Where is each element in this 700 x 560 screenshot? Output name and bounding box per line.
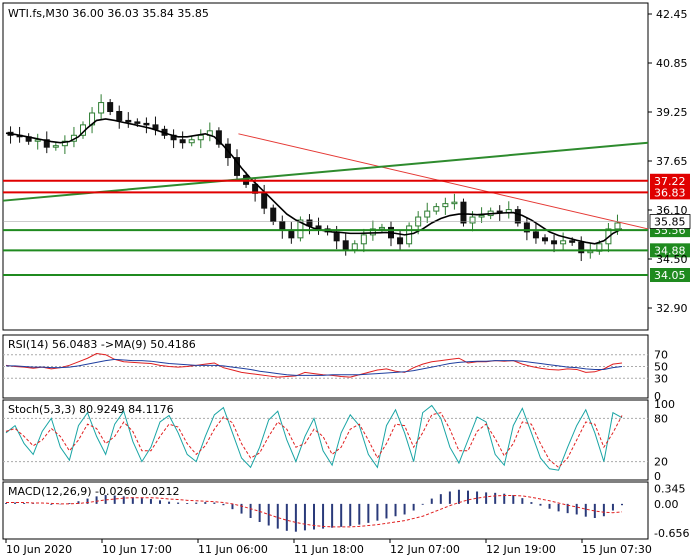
time-axis-label: 12 Jun 19:00 (486, 543, 556, 556)
candle-body (98, 102, 105, 114)
candle-body (261, 192, 268, 209)
time-axis-label: 11 Jun 18:00 (294, 543, 364, 556)
candle-body (442, 203, 449, 208)
time-axis-label: 11 Jun 06:00 (198, 543, 268, 556)
macd-axis-label: 0.00 (654, 498, 679, 511)
candle-body (460, 201, 467, 224)
candle-body (34, 139, 41, 142)
last-price-badge (649, 214, 691, 229)
rsi-line (5, 353, 623, 378)
macd-title: MACD(12,26,9) -0.0260 0.0212 (8, 485, 179, 498)
stoch-signal-line (5, 412, 623, 469)
time-axis-label: 12 Jun 07:00 (390, 543, 460, 556)
trend-line (2, 141, 649, 202)
stoch-title: Stoch(5,3,3) 80.9249 84.1176 (8, 403, 174, 416)
candle-body (143, 122, 150, 126)
time-axis-label: 10 Jun 17:00 (102, 543, 172, 556)
price-axis-label: 42.45 (656, 8, 688, 21)
macd-axis-label: -0.656 (654, 527, 689, 540)
moving-average-line (5, 118, 623, 245)
candle-body (542, 237, 548, 242)
rsi-axis-label: 0 (654, 390, 661, 403)
price-level-label: 37.22 (654, 175, 686, 188)
candle-body (378, 226, 385, 230)
macd-signal-line (6, 494, 623, 528)
candle-body (424, 210, 431, 218)
candle-body (532, 231, 539, 239)
candle-body (560, 240, 567, 245)
candle-body (134, 121, 141, 124)
price-axis-label: 32.90 (656, 302, 688, 315)
rsi-axis-label: 50 (654, 361, 668, 374)
price-level-badge (650, 268, 690, 283)
price-title: WTI.fs,M30 36.00 36.03 35.84 35.85 (8, 7, 209, 20)
candle-body (179, 139, 186, 144)
rsi-axis-label: 70 (654, 349, 668, 362)
candle-body (360, 234, 367, 245)
time-axis-label: 15 Jun 07:30 (582, 543, 652, 556)
candle-body (433, 206, 440, 212)
candle-body (451, 201, 458, 205)
candle-body (369, 228, 376, 236)
rsi-axis-label: 30 (654, 372, 668, 385)
candle-body (43, 139, 50, 148)
candle-body (197, 134, 204, 141)
candle-body (333, 231, 340, 242)
candle-body (279, 220, 286, 231)
macd-pane[interactable] (2, 481, 649, 540)
candle-body (342, 240, 349, 251)
candle-body (125, 119, 132, 123)
candle-body (52, 145, 59, 148)
candle-body (569, 240, 576, 243)
candle-body (61, 140, 68, 147)
price-axis-label: 36.10 (656, 204, 688, 217)
time-axis-label: 10 Jun 2020 (6, 543, 72, 556)
price-level-label: 34.05 (654, 269, 686, 282)
candle-body (397, 237, 404, 245)
rsi-ma-line (6, 358, 623, 376)
macd-axis-label: 0.345 (654, 483, 686, 496)
price-axis-label: 39.25 (656, 106, 688, 119)
price-axis-label: 34.50 (656, 253, 688, 266)
candle-body (107, 102, 114, 113)
candle-body (188, 139, 195, 144)
candle-body (478, 215, 485, 218)
candle-body (116, 111, 123, 121)
candle-body (551, 240, 558, 245)
candle-body (587, 250, 594, 254)
candle-body (270, 207, 277, 222)
stoch-axis-label: 100 (654, 398, 675, 411)
stoch-main-line (5, 404, 623, 471)
price-pane[interactable] (2, 2, 649, 331)
candle-body (614, 222, 621, 230)
candle-body (288, 229, 295, 239)
candle-body (514, 209, 521, 224)
price-axis-label: 37.65 (656, 155, 688, 168)
candle-body (215, 130, 222, 145)
stoch-axis-label: 0 (654, 470, 661, 483)
price-level-badge (650, 243, 690, 258)
price-level-label: 36.83 (654, 186, 686, 199)
candle-body (351, 243, 358, 251)
stoch-axis-label: 80 (654, 412, 668, 425)
candle-body (578, 241, 585, 254)
price-axis-label: 40.85 (656, 57, 688, 70)
price-level-badge (650, 185, 690, 200)
candle-body (523, 222, 530, 233)
candle-body (297, 219, 304, 239)
price-level-badge (650, 173, 690, 188)
stoch-axis-label: 20 (654, 456, 668, 469)
price-level-label: 34.88 (654, 244, 686, 257)
last-price-label: 35.85 (654, 215, 686, 228)
rsi-title: RSI(14) 56.0483 ->MA(9) 50.4186 (8, 338, 196, 351)
candle-body (469, 216, 476, 224)
